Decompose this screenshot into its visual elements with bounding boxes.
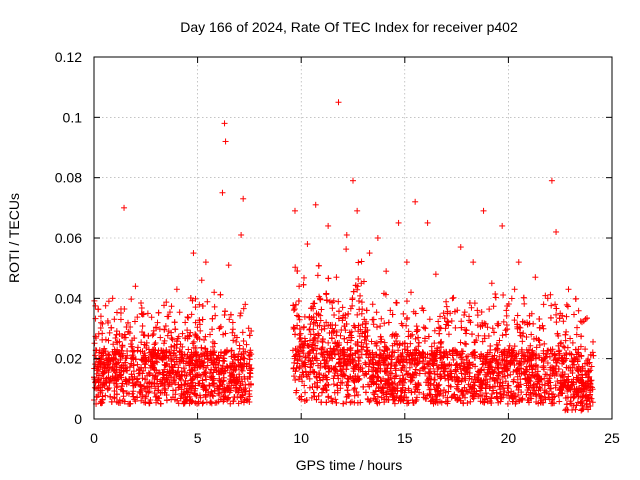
data-point	[470, 259, 477, 266]
data-point	[240, 195, 247, 202]
data-point	[238, 231, 245, 238]
x-tick-label: 25	[604, 430, 620, 446]
data-point	[432, 271, 439, 278]
data-point	[296, 283, 303, 290]
data-point	[461, 340, 468, 347]
data-point	[532, 274, 539, 281]
y-tick-label: 0.06	[55, 230, 82, 246]
data-point	[117, 316, 124, 323]
data-point	[573, 331, 580, 338]
y-axis-label: ROTI / TECUs	[6, 193, 22, 283]
data-point	[424, 219, 431, 226]
data-point	[229, 319, 236, 326]
data-point	[211, 289, 218, 296]
data-point	[190, 250, 197, 257]
data-point	[291, 207, 298, 214]
data-point	[395, 219, 402, 226]
x-tick-label: 20	[501, 430, 517, 446]
data-point	[343, 231, 350, 238]
data-point	[207, 331, 214, 338]
y-tick-label: 0.04	[55, 290, 82, 306]
data-point	[503, 307, 510, 314]
data-point	[121, 204, 128, 211]
data-point	[182, 319, 189, 326]
data-point	[387, 307, 394, 314]
data-point	[553, 228, 560, 235]
data-point	[515, 259, 522, 266]
data-point	[374, 235, 381, 241]
dense-point-cloud	[91, 246, 597, 414]
y-tick-label: 0.12	[55, 49, 82, 65]
data-point	[540, 301, 547, 308]
data-point	[333, 274, 340, 281]
y-tick-label: 0	[74, 411, 82, 427]
y-tick-label: 0.1	[63, 109, 83, 125]
y-tick-label: 0.08	[55, 170, 82, 186]
data-point	[132, 283, 139, 290]
x-tick-label: 5	[194, 430, 202, 446]
data-point	[408, 289, 415, 296]
data-point	[173, 286, 180, 293]
data-point	[403, 259, 410, 266]
data-point	[412, 198, 419, 205]
grid-lines	[94, 57, 612, 419]
data-point	[242, 301, 249, 308]
data-point	[339, 304, 346, 311]
data-point	[548, 177, 555, 184]
data-point	[350, 177, 356, 184]
y-tick-label: 0.02	[55, 351, 82, 367]
data-point	[347, 337, 354, 344]
data-point	[366, 250, 373, 257]
data-point	[437, 313, 444, 320]
data-point	[198, 277, 205, 284]
data-point	[499, 222, 506, 229]
chart-title: Day 166 of 2024, Rate Of TEC Index for r…	[180, 19, 518, 35]
data-point	[354, 207, 361, 214]
data-point	[325, 222, 332, 229]
data-point	[225, 262, 232, 269]
axis-ticks	[93, 56, 613, 420]
data-point	[577, 343, 584, 350]
data-point	[511, 286, 518, 293]
data-point	[474, 307, 481, 314]
data-point	[335, 99, 342, 106]
data-point	[565, 286, 572, 293]
data-point	[488, 280, 495, 287]
x-tick-labels: 0 5 10 15 20 25	[90, 430, 620, 446]
x-tick-label: 0	[90, 430, 98, 446]
data-point	[383, 268, 390, 275]
data-point	[157, 334, 164, 341]
data-point	[449, 295, 456, 302]
data-point	[105, 337, 112, 344]
data-point	[222, 138, 229, 145]
data-point	[312, 201, 319, 208]
data-point	[480, 207, 487, 214]
data-point	[202, 259, 209, 266]
data-point	[109, 295, 116, 302]
data-points	[91, 99, 597, 414]
x-tick-label: 15	[397, 430, 413, 446]
data-point	[304, 241, 311, 248]
data-point	[219, 189, 226, 196]
data-point	[221, 120, 228, 127]
x-axis-label: GPS time / hours	[296, 457, 403, 473]
x-tick-label: 10	[293, 430, 309, 446]
data-point	[144, 310, 151, 317]
data-point	[457, 244, 464, 251]
data-point	[528, 331, 535, 338]
y-tick-labels: 0 0.02 0.04 0.06 0.08 0.1 0.12	[55, 49, 82, 427]
